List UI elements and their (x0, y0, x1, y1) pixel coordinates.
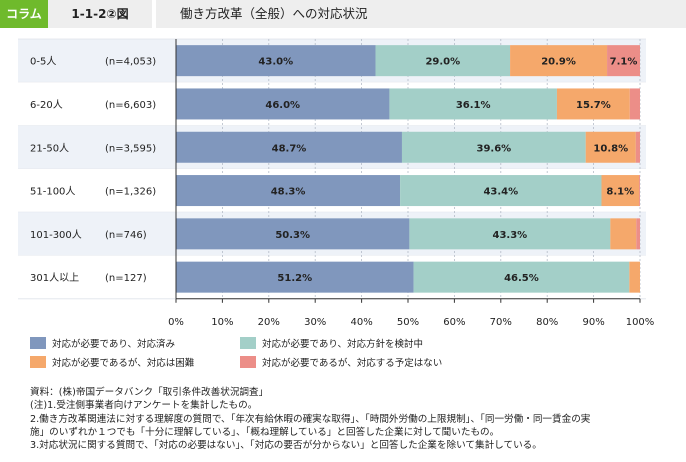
legend-label: 対応が必要であり、対応済み (52, 339, 176, 350)
figure-title: 働き方改革（全般）への対応状況 (180, 6, 368, 21)
sample-size-label: (n=3,595) (105, 143, 156, 154)
bar-segment (601, 175, 640, 207)
data-label: 8.1% (606, 187, 634, 198)
x-tick-label: 80% (536, 317, 558, 328)
x-tick-label: 0% (168, 317, 184, 328)
sample-size-label: (n=1,326) (105, 187, 156, 198)
bar-segment (510, 45, 608, 77)
data-label: 50.3% (275, 230, 310, 241)
sample-size-label: (n=127) (105, 273, 147, 284)
note-3: 3.対応状況に関する質問で、「対応の必要はない」、「対応の要否が分からない」と回… (30, 440, 542, 452)
note-1: (注)1.受注側事業者向けアンケートを集計したもの。 (30, 400, 258, 412)
legend-label: 対応が必要であるが、対応は困難 (52, 358, 195, 369)
category-label: 21-50人 (30, 142, 69, 154)
bar-segment (639, 175, 640, 207)
legend-swatch (30, 337, 46, 349)
column-tag: コラム (0, 0, 48, 28)
note-2a: 2.働き方改革関連法に対する理解度の質問で、「年次有給休暇の確実な取得」、「時間… (30, 413, 591, 425)
legend-label: 対応が必要であるが、対応する予定はない (262, 358, 443, 369)
bar-segment (176, 45, 376, 77)
x-tick-label: 30% (304, 317, 326, 328)
bar-segment (556, 88, 630, 120)
bar-segment (401, 131, 586, 163)
data-label: 39.6% (476, 143, 511, 154)
header-divider (152, 0, 156, 28)
note-source: 資料：(株)帝国データバンク「取引条件改善状況調査」 (30, 387, 269, 398)
sample-size-label: (n=4,053) (105, 57, 156, 68)
legend-swatch (240, 356, 256, 368)
bar-segment (629, 261, 640, 293)
data-label: 48.3% (271, 187, 306, 198)
category-label: 0-5人 (30, 56, 56, 68)
bar-segment (389, 88, 557, 120)
data-label: 20.9% (541, 57, 576, 68)
category-label: 101-300人 (30, 229, 82, 241)
legend-item: 対応が必要であるが、対応は困難 (30, 355, 194, 369)
data-label: 10.8% (593, 143, 628, 154)
bar-segment (400, 175, 602, 207)
category-label: 6-20人 (30, 99, 63, 111)
data-label: 46.0% (265, 100, 300, 111)
bar-segment (635, 131, 640, 163)
bar-segment (176, 175, 401, 207)
x-tick-label: 40% (350, 317, 372, 328)
bar-segment (629, 88, 640, 120)
bar-segment (610, 218, 637, 250)
bar-segment (413, 261, 630, 293)
legend-item: 対応が必要であり、対応済み (30, 336, 175, 350)
bar-segment (409, 218, 611, 250)
bar-segment (176, 261, 414, 293)
category-label: 51-100人 (30, 186, 75, 198)
data-label: 43.4% (483, 187, 518, 198)
data-label: 43.0% (258, 57, 293, 68)
data-label: 15.7% (576, 100, 611, 111)
legend-swatch (30, 356, 46, 368)
note-2b: 施」のいずれか１つでも「十分に理解している」、「概ね理解している」と回答した企業… (30, 426, 500, 438)
legend-item: 対応が必要であるが、対応する予定はない (240, 355, 442, 369)
x-tick-label: 100% (626, 317, 655, 328)
data-label: 51.2% (277, 273, 312, 284)
stacked-bar-chart: 0-5人 (n=4,053) 6-20人 (n=6,603) 21-50人 (n=3,59… (18, 38, 655, 328)
data-label: 29.0% (425, 57, 460, 68)
x-tick-label: 10% (211, 317, 233, 328)
data-label: 48.7% (272, 143, 307, 154)
legend-swatch (240, 337, 256, 349)
bar-segment (607, 45, 640, 77)
figure-number: 1-1-2②図 (71, 7, 129, 21)
data-label: 36.1% (456, 100, 491, 111)
x-tick-label: 60% (443, 317, 465, 328)
bar-segment (375, 45, 511, 77)
x-tick-label: 20% (258, 317, 280, 328)
chart-legend: 対応が必要であり、対応済み 対応が必要であり、対応方針を検討中対応が必要であるが、… (30, 336, 590, 370)
sample-size-label: (n=6,603) (105, 100, 156, 111)
legend-item: 対応が必要であり、対応方針を検討中 (240, 336, 423, 350)
figure-header: コラム 1-1-2②図 働き方改革（全般）への対応状況 (0, 0, 686, 28)
bar-segment (176, 218, 410, 250)
x-tick-label: 70% (490, 317, 512, 328)
source-notes: 資料：(株)帝国データバンク「取引条件改善状況調査」 (注)1.受注側事業者向け… (30, 386, 680, 452)
bar-segment (176, 131, 402, 163)
x-tick-label: 50% (397, 317, 419, 328)
data-label: 43.3% (492, 230, 527, 241)
data-label: 46.5% (504, 273, 539, 284)
data-label: 7.1% (610, 57, 638, 68)
bar-segment (585, 131, 636, 163)
sample-size-label: (n=746) (105, 230, 147, 241)
legend-label: 対応が必要であり、対応方針を検討中 (262, 339, 424, 350)
x-tick-label: 90% (582, 317, 604, 328)
bar-segment (176, 88, 390, 120)
category-label: 301人以上 (30, 272, 79, 284)
bar-segment (636, 218, 640, 250)
